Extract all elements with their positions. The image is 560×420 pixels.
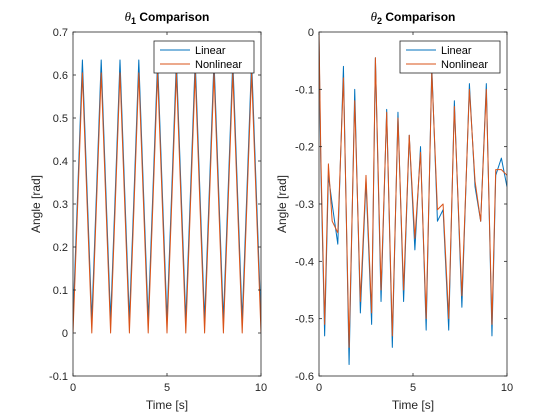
x-tick-label: 10 bbox=[501, 382, 513, 394]
y-tick-label: 0 bbox=[308, 27, 314, 39]
chart-panel-2: 0 5 10 -0.6 -0.5 -0.4 -0.3 -0.2 -0.1 0 Time [s] Ang… bbox=[275, 9, 513, 412]
series-line-nonlinear bbox=[319, 32, 507, 348]
y-tick-label: -0.1 bbox=[49, 371, 68, 383]
y-tick-label: -0.4 bbox=[295, 256, 314, 268]
legend-label-nonlinear: Nonlinear bbox=[195, 59, 242, 71]
x-tick-label: 5 bbox=[410, 382, 416, 394]
y-tick-label: 0.5 bbox=[53, 113, 68, 125]
legend-box bbox=[399, 40, 501, 74]
legend-label-linear: Linear bbox=[441, 45, 472, 57]
y-tick-label: -0.6 bbox=[295, 371, 314, 383]
y-tick-label: -0.5 bbox=[295, 314, 314, 326]
y-axis-label: Angle [rad] bbox=[275, 175, 289, 233]
legend: Linear Nonlinear bbox=[153, 40, 255, 74]
legend: Linear Nonlinear bbox=[399, 40, 501, 74]
chart-title: θ1 Comparison bbox=[125, 9, 210, 26]
x-axis-label: Time [s] bbox=[392, 398, 434, 412]
y-tick-label: 0.4 bbox=[53, 156, 68, 168]
y-tick-label: 0.6 bbox=[53, 70, 68, 82]
y-tick-label: 0.2 bbox=[53, 242, 68, 254]
y-axis-label: Angle [rad] bbox=[29, 175, 43, 233]
y-tick-label: -0.1 bbox=[295, 84, 314, 96]
legend-label-linear: Linear bbox=[195, 45, 226, 57]
y-tick-label: 0.7 bbox=[53, 27, 68, 39]
x-tick-label: 0 bbox=[70, 382, 76, 394]
x-tick-label: 0 bbox=[316, 382, 322, 394]
x-axis-label: Time [s] bbox=[146, 398, 188, 412]
y-tick-label: 0 bbox=[62, 328, 68, 340]
series-line-nonlinear bbox=[73, 72, 261, 334]
legend-label-nonlinear: Nonlinear bbox=[441, 59, 488, 71]
x-tick-label: 10 bbox=[255, 382, 267, 394]
y-tick-label: 0.1 bbox=[53, 285, 68, 297]
y-tick-label: 0.3 bbox=[53, 199, 68, 211]
y-tick-label: -0.2 bbox=[295, 142, 314, 154]
chart-title: θ2 Comparison bbox=[371, 9, 456, 26]
y-tick-label: -0.3 bbox=[295, 199, 314, 211]
x-tick-label: 5 bbox=[164, 382, 170, 394]
legend-box bbox=[153, 40, 255, 74]
